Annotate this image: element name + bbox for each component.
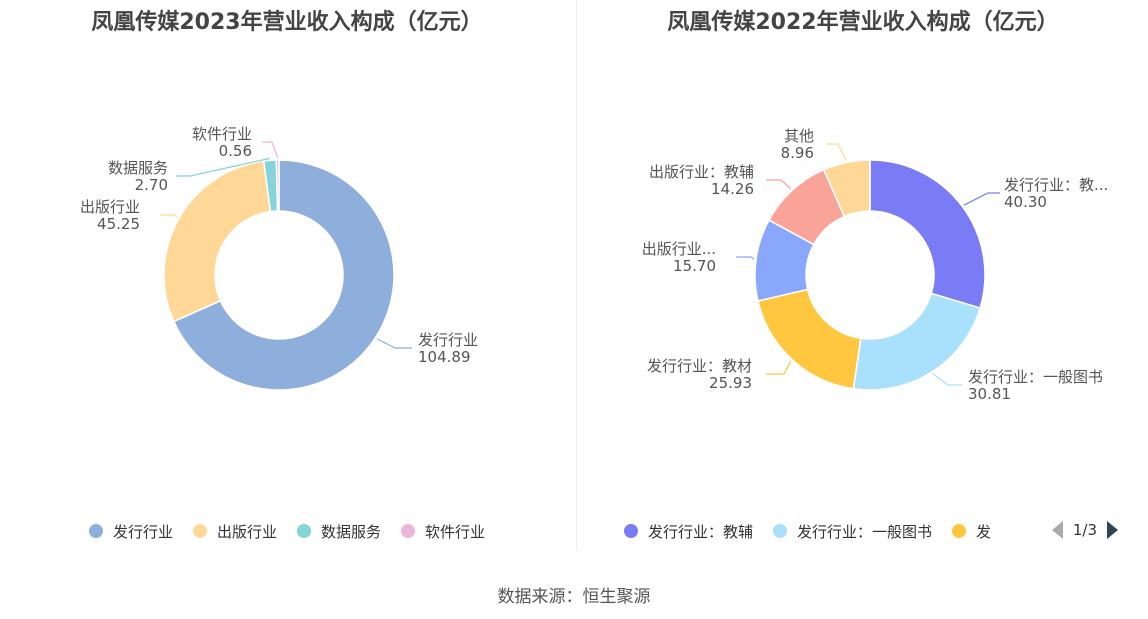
legend-label: 发 (976, 522, 992, 541)
slice-label-name: 出版行业：教辅 (649, 163, 754, 181)
label-leader-line (376, 338, 412, 349)
legend-pager: 1/3 (1051, 521, 1118, 539)
slice-label-value: 2.70 (135, 176, 168, 194)
legend-item-software[interactable]: 软件行业 (401, 521, 485, 542)
legend-label: 发行行业 (112, 522, 173, 541)
slice-label-value: 45.25 (97, 215, 140, 233)
legend-swatch-icon (401, 524, 416, 538)
donut-slice-1-1[interactable] (852, 292, 982, 391)
donut-slice-0-3[interactable] (275, 159, 280, 212)
slice-label-name: 发行行业：教材 (647, 357, 752, 375)
chart-2022-title: 凤凰传媒2022年营业收入构成（亿元） (667, 10, 1059, 35)
label-leader-line (160, 214, 178, 219)
label-leader-line (766, 360, 792, 375)
legend-label: 数据服务 (321, 522, 382, 541)
donut-slice-0-0[interactable] (172, 159, 395, 391)
slice-label-value: 0.56 (219, 142, 252, 160)
donut-slice-1-0[interactable] (869, 159, 986, 309)
chart-2023-panel: 凤凰传媒2023年营业收入构成（亿元） 发行行业 104.89 出版行业 45.25 数… (0, 0, 574, 560)
slice-label-name: 数据服务 (108, 159, 168, 177)
legend-swatch-icon (297, 524, 311, 538)
slice-label-value: 40.30 (1004, 193, 1047, 211)
legend-item-publishing[interactable]: 出版行业 (192, 521, 277, 542)
slice-label-name: 其他 (784, 127, 814, 145)
donut-slice-1-5[interactable] (822, 159, 871, 218)
legend-swatch-icon (952, 524, 967, 538)
chart-2022-panel: 凤凰传媒2022年营业收入构成（亿元） 发行行业：教... 40.30 发行行业：一… (576, 0, 1148, 560)
label-leader-line (736, 256, 755, 260)
legend-swatch-icon (192, 524, 207, 538)
legend-item-issuing-textbooks[interactable]: 发 (952, 521, 991, 542)
slice-label-name: 发行行业：一般图书 (968, 368, 1103, 386)
legend-item-issuing[interactable]: 发行行业 (88, 521, 173, 542)
legend-item-issuing-general-books[interactable]: 发行行业：一般图书 (773, 521, 932, 542)
chevron-left-icon[interactable] (1051, 521, 1063, 539)
slice-label-name: 发行行业：教... (1004, 176, 1108, 194)
legend-label: 出版行业 (216, 522, 277, 541)
slice-label-value: 30.81 (968, 385, 1011, 403)
slice-label-value: 8.96 (781, 144, 814, 162)
label-leader-line (932, 373, 962, 386)
slice-label-name: 发行行业 (418, 331, 478, 349)
legend-swatch-icon (773, 524, 788, 538)
legend-label: 软件行业 (425, 522, 486, 541)
panel-divider (576, 0, 577, 550)
label-leader-line (826, 143, 847, 161)
legend-label: 发行行业：一般图书 (797, 522, 933, 541)
chart-2023-legend: 发行行业 出版行业 数据服务 软件行业 (0, 516, 574, 546)
label-leader-line (963, 192, 1000, 206)
label-leader-line (176, 157, 270, 177)
slice-label-name: 出版行业... (642, 240, 716, 258)
slice-label-value: 14.26 (711, 180, 754, 198)
chart-2022-legend: 发行行业：教辅 发行行业：一般图书 发 (576, 516, 1148, 546)
slice-label-name: 出版行业 (80, 198, 140, 216)
legend-label: 发行行业：教辅 (648, 522, 754, 541)
slice-label-value: 25.93 (709, 374, 752, 392)
label-leader-line (262, 141, 279, 159)
legend-swatch-icon (624, 524, 638, 538)
slice-label-name: 软件行业 (192, 125, 252, 143)
slice-label-value: 104.89 (418, 348, 471, 366)
data-source: 数据来源：恒生聚源 (497, 587, 651, 607)
legend-page-indicator: 1/3 (1072, 521, 1097, 539)
legend-swatch-icon (88, 524, 103, 538)
slice-label-value: 15.70 (673, 257, 716, 275)
legend-item-issuing-tutoring[interactable]: 发行行业：教辅 (624, 521, 753, 542)
legend-item-data-services[interactable]: 数据服务 (297, 521, 381, 542)
chart-2023-title: 凤凰传媒2023年营业收入构成（亿元） (91, 10, 483, 35)
donut-slice-0-1[interactable] (163, 160, 272, 323)
chevron-right-icon[interactable] (1107, 521, 1118, 539)
label-leader-line (766, 179, 792, 190)
